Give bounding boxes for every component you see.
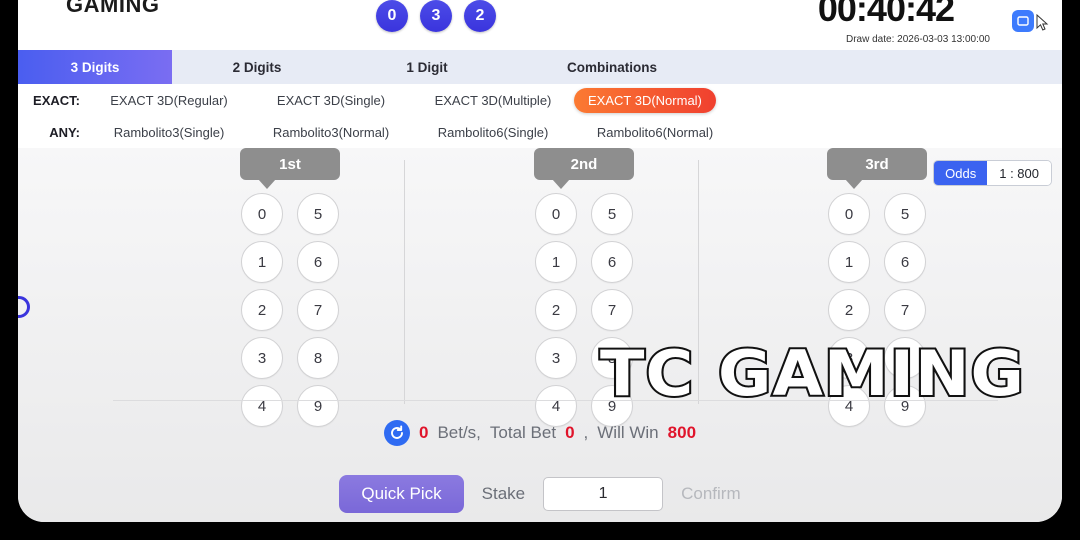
digit-button[interactable]: 7: [297, 289, 339, 331]
digit-button[interactable]: 1: [828, 241, 870, 283]
digit-grid-3rd: 0 5 1 6 2 7 3 8 4 9: [821, 190, 933, 430]
digit-button[interactable]: 0: [828, 193, 870, 235]
digit-button[interactable]: 8: [884, 337, 926, 379]
bet-option-exact-3d-regular[interactable]: EXACT 3D(Regular): [110, 92, 228, 108]
tab-combinations[interactable]: Combinations: [567, 59, 657, 75]
digit-button[interactable]: 4: [241, 385, 283, 427]
digit-button[interactable]: 6: [591, 241, 633, 283]
digit-button[interactable]: 9: [884, 385, 926, 427]
digit-button[interactable]: 1: [241, 241, 283, 283]
digit-button[interactable]: 1: [535, 241, 577, 283]
digit-button[interactable]: 4: [828, 385, 870, 427]
odds-label: Odds: [934, 161, 988, 185]
section-divider: [113, 400, 998, 401]
cursor-arrow-icon: [1036, 14, 1049, 31]
draw-ball-1: 0: [376, 0, 408, 32]
tab-3-digits[interactable]: 3 Digits: [18, 50, 172, 84]
total-bet-label: Total Bet: [489, 423, 557, 442]
bet-option-rambolito6-normal[interactable]: Rambolito6(Normal): [596, 124, 714, 140]
digit-button[interactable]: 8: [591, 337, 633, 379]
stake-label: Stake: [481, 484, 526, 503]
digit-button[interactable]: 4: [535, 385, 577, 427]
exact-row-label: EXACT:: [33, 92, 80, 108]
window-icon[interactable]: [1012, 10, 1034, 32]
digit-button[interactable]: 7: [884, 289, 926, 331]
action-bar: Quick Pick Stake Confirm: [18, 466, 1062, 522]
bet-option-rambolito3-single[interactable]: Rambolito3(Single): [113, 124, 225, 140]
bet-count-value: 0: [418, 423, 429, 442]
digit-button[interactable]: 0: [241, 193, 283, 235]
column-divider-2: [698, 160, 699, 404]
column-header-1st[interactable]: 1st: [240, 148, 340, 189]
digit-column-1st: 1st 0 5 1 6 2 7 3 8 4 9: [190, 148, 390, 430]
total-bet-value: 0: [565, 423, 575, 442]
draw-ball-2: 3: [420, 0, 452, 32]
digit-column-3rd: 3rd 0 5 1 6 2 7 3 8 4 9: [777, 148, 977, 430]
left-edge-circle-decoration: [18, 296, 30, 318]
tab-1-digit[interactable]: 1 Digit: [406, 59, 448, 75]
will-win-value: 800: [667, 423, 697, 442]
digit-button[interactable]: 6: [884, 241, 926, 283]
main-card: GAMING 0 3 2 00:40:42 Draw date: 2026-03…: [18, 0, 1062, 522]
any-row-label: ANY:: [49, 124, 80, 140]
bet-option-exact-3d-single[interactable]: EXACT 3D(Single): [276, 92, 386, 108]
digit-grid-2nd: 0 5 1 6 2 7 3 8 4 9: [528, 190, 640, 430]
countdown-timer: 00:40:42: [817, 0, 955, 29]
column-header-2nd[interactable]: 2nd: [534, 148, 634, 189]
digit-button[interactable]: 5: [884, 193, 926, 235]
bet-option-exact-3d-multiple[interactable]: EXACT 3D(Multiple): [434, 92, 552, 108]
refresh-icon-glyph: [391, 425, 403, 439]
draw-date-label: Draw date: 2026-03-03 13:00:00: [846, 34, 990, 45]
digit-button[interactable]: 6: [297, 241, 339, 283]
digit-columns: 1st 0 5 1 6 2 7 3 8 4 9: [18, 148, 1062, 448]
stake-input[interactable]: [543, 477, 664, 511]
digit-button[interactable]: 2: [241, 289, 283, 331]
digit-button[interactable]: 9: [591, 385, 633, 427]
odds-badge: Odds 1 : 800: [933, 160, 1052, 186]
digit-button[interactable]: 5: [591, 193, 633, 235]
bet-type-selector: EXACT: EXACT 3D(Regular) EXACT 3D(Single…: [18, 84, 1062, 148]
bet-option-rambolito6-single[interactable]: Rambolito6(Single): [437, 124, 549, 140]
bets-label: Bet/s,: [437, 423, 481, 442]
app-header: GAMING 0 3 2 00:40:42 Draw date: 2026-03…: [18, 0, 1062, 50]
draw-result-balls: 0 3 2: [376, 0, 496, 32]
will-win-label: Will Win: [597, 423, 659, 442]
brand-logo-text: GAMING: [66, 0, 160, 17]
draw-ball-3: 2: [464, 0, 496, 32]
summary-comma: ,: [583, 423, 589, 442]
digit-button[interactable]: 2: [535, 289, 577, 331]
digit-button[interactable]: 7: [591, 289, 633, 331]
bet-summary-bar: 0 Bet/s, Total Bet 0 , Will Win 800: [18, 420, 1062, 446]
number-picker-panel: Odds 1 : 800 1st 0 5 1 6 2 7 3: [18, 148, 1062, 522]
digit-button[interactable]: 8: [297, 337, 339, 379]
digit-button[interactable]: 5: [297, 193, 339, 235]
column-divider-1: [404, 160, 405, 404]
digit-button[interactable]: 3: [241, 337, 283, 379]
odds-value: 1 : 800: [987, 161, 1051, 185]
column-header-3rd[interactable]: 3rd: [827, 148, 927, 189]
refresh-icon[interactable]: [383, 420, 410, 446]
confirm-button[interactable]: Confirm: [681, 484, 741, 503]
digit-column-2nd: 2nd 0 5 1 6 2 7 3 8 4 9: [484, 148, 684, 430]
tab-2-digits[interactable]: 2 Digits: [232, 59, 282, 75]
digit-button[interactable]: 0: [535, 193, 577, 235]
exact-bet-row: EXACT: EXACT 3D(Regular) EXACT 3D(Single…: [18, 84, 1062, 116]
window-icon-glyph: [1017, 16, 1029, 26]
any-bet-row: ANY: Rambolito3(Single) Rambolito3(Norma…: [18, 116, 1062, 148]
digit-button[interactable]: 2: [828, 289, 870, 331]
bet-option-exact-3d-normal[interactable]: EXACT 3D(Normal): [574, 87, 716, 113]
digit-button[interactable]: 3: [535, 337, 577, 379]
watermark-text: TC GAMING: [598, 335, 1026, 412]
digit-mode-tabs: 3 Digits 2 Digits 1 Digit Combinations: [18, 50, 1062, 84]
quick-pick-button[interactable]: Quick Pick: [339, 475, 464, 513]
bet-option-rambolito3-normal[interactable]: Rambolito3(Normal): [272, 124, 390, 140]
digit-button[interactable]: 9: [297, 385, 339, 427]
digit-grid-1st: 0 5 1 6 2 7 3 8 4 9: [234, 190, 346, 430]
digit-button[interactable]: 3: [828, 337, 870, 379]
